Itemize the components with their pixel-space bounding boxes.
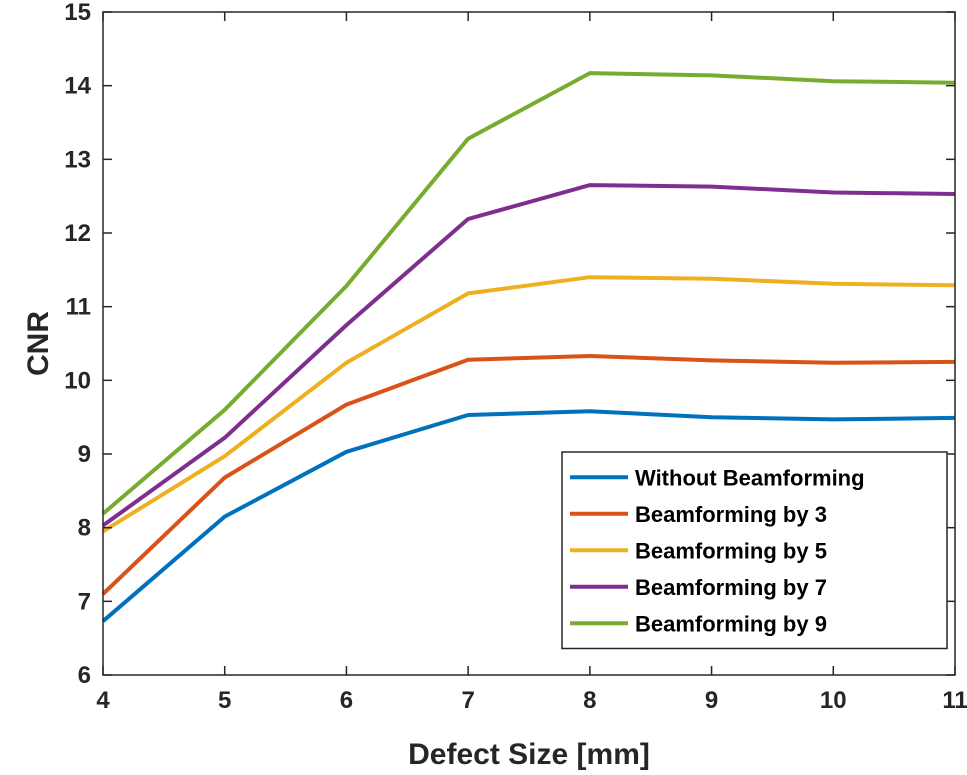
y-tick-label: 7 [78, 588, 91, 615]
y-tick-label: 13 [64, 146, 91, 173]
x-tick-label: 5 [218, 687, 231, 714]
series-line-3 [101, 275, 956, 534]
legend: Without Beamforming Beamforming by 3 Beamf… [561, 451, 948, 650]
x-tick-label: 10 [820, 687, 847, 714]
x-axis-label: Defect Size [mm] [408, 738, 650, 771]
y-tick-label: 9 [78, 441, 91, 468]
y-tick-label: 11 [66, 294, 91, 321]
y-tick-label: 14 [64, 73, 91, 100]
series-line-2 [101, 354, 956, 596]
legend-entry-2: Beamforming by 3 [635, 502, 827, 527]
x-tick-label: 7 [461, 687, 474, 714]
x-tick-label: 11 [942, 687, 967, 714]
y-tick-label: 12 [64, 220, 91, 247]
series-layer [101, 71, 956, 623]
axes-layer: 4 5 6 7 8 9 10 11 6 7 8 9 10 11 12 13 14 15 [64, 0, 967, 714]
series-line-5 [101, 71, 956, 516]
legend-entry-3: Beamforming by 5 [635, 538, 827, 563]
y-tick-label: 6 [78, 662, 91, 689]
legend-entry-5: Beamforming by 9 [635, 611, 827, 636]
y-tick-label: 10 [64, 367, 91, 394]
axes-frame [102, 11, 956, 676]
series-line-1 [101, 409, 956, 623]
legend-entry-4: Beamforming by 7 [635, 575, 827, 600]
y-tick-label: 8 [78, 515, 91, 542]
x-tick-label: 6 [340, 687, 353, 714]
x-tick-label: 8 [583, 687, 596, 714]
x-tick-label: 9 [705, 687, 718, 714]
legend-entry-1: Without Beamforming [635, 465, 865, 490]
series-line-4 [101, 183, 956, 528]
y-axis-label: CNR [22, 311, 55, 376]
x-tick-label: 4 [96, 687, 110, 714]
y-tick-label: 15 [64, 0, 91, 26]
